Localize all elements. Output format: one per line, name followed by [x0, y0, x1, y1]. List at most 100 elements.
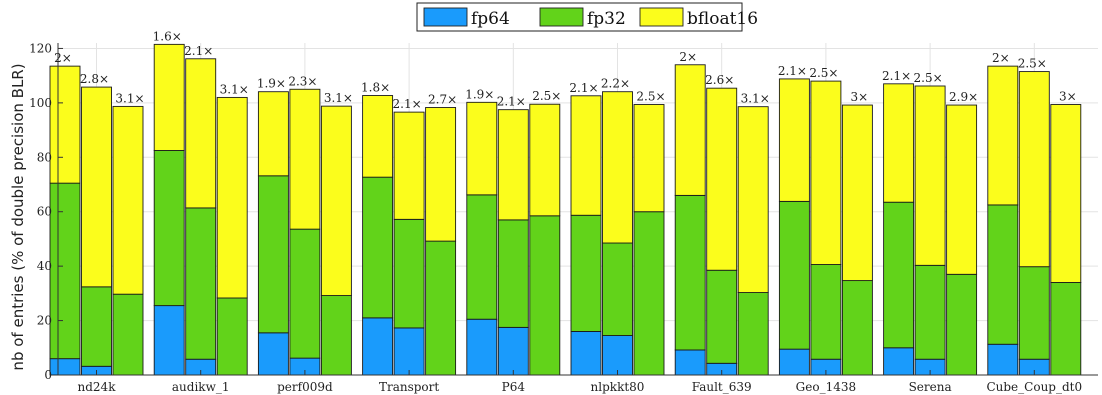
bar-segment-bfloat16	[602, 91, 633, 244]
bar-segment-bfloat16	[49, 65, 81, 184]
bar-segment-bfloat16	[1018, 71, 1050, 268]
legend-label-fp64: fp64	[471, 9, 510, 29]
bar-segment-fp32	[946, 273, 978, 376]
bar-segment-bfloat16	[706, 87, 738, 271]
legend-swatch-fp32	[539, 7, 584, 27]
bar-annotation: 2.5×	[914, 71, 943, 85]
bar-annotation: 2×	[679, 50, 697, 64]
bar-segment-fp32	[674, 194, 706, 351]
category-label: Cube_Coup_dt0	[986, 380, 1082, 394]
bar-annotation: 2.7×	[428, 92, 457, 106]
y-tick-label: 80	[37, 150, 52, 164]
bar-segment-fp64	[778, 348, 810, 376]
legend-swatch-bfloat16	[639, 7, 684, 27]
bar-segment-fp32	[153, 150, 185, 307]
bar-annotations: 2×2.8×3.1×1.6×2.1×3.1× 1.9× 2.3×3.1×1.8×2.…	[54, 29, 1077, 111]
bar-annotation: 2.1×	[184, 44, 213, 58]
y-tick-labels: 0 20 40 60 80 100 120	[29, 41, 52, 382]
category-label: perf009d	[277, 380, 333, 394]
y-tick-label: 40	[37, 259, 52, 273]
bar-segment-fp32	[362, 176, 394, 319]
bars	[49, 43, 1082, 376]
bar-segment-fp32	[737, 292, 769, 376]
bar-segment-fp64	[674, 349, 706, 376]
bar-annotation: 2.5×	[809, 66, 838, 80]
bar-segment-bfloat16	[466, 101, 498, 196]
bar-segment-fp32	[602, 242, 633, 336]
bar-segment-fp32	[883, 201, 915, 349]
bar-segment-fp32	[393, 218, 425, 329]
bar-segment-bfloat16	[914, 85, 946, 266]
bar-segment-fp32	[841, 280, 873, 376]
bar-segment-bfloat16	[946, 104, 978, 275]
bar-segment-bfloat16	[841, 104, 873, 282]
bar-segment-fp64	[883, 347, 915, 376]
bar-annotation: 1.6×	[153, 29, 182, 43]
bar-segment-fp64	[49, 358, 81, 376]
bar-segment-fp32	[289, 228, 321, 359]
category-label: Fault_639	[692, 380, 752, 394]
bar-segment-bfloat16	[497, 109, 529, 221]
bar-annotation: 2.5×	[532, 89, 561, 103]
category-label: P64	[502, 380, 526, 394]
bar-annotation: 2.3×	[288, 74, 317, 88]
bar-segment-bfloat16	[883, 83, 915, 203]
bar-segment-bfloat16	[81, 86, 112, 288]
bar-segment-fp32	[185, 207, 217, 360]
bar-annotation: 1.8×	[361, 81, 390, 95]
bar-annotation: 2.1×	[778, 64, 807, 78]
bar-segment-fp32	[425, 240, 457, 376]
bar-annotation: 2×	[54, 51, 72, 65]
category-label: audikw_1	[172, 380, 230, 394]
bar-segment-bfloat16	[810, 80, 842, 265]
category-labels: nd24k audikw_1 perf009d Transport P64 nlpkkt8…	[78, 380, 1083, 394]
bar-annotation: 2.9×	[949, 90, 978, 104]
bar-segment-fp32	[1018, 266, 1050, 360]
bar-annotation: 2.8×	[80, 72, 109, 86]
axes	[57, 43, 1098, 376]
bar-segment-fp64	[257, 332, 289, 376]
bar-segment-bfloat16	[778, 78, 810, 202]
bar-segment-bfloat16	[216, 96, 248, 299]
bar-segment-fp32	[706, 269, 738, 364]
bar-segment-bfloat16	[570, 95, 602, 216]
bar-annotation: 2.1×	[497, 95, 526, 109]
bar-annotation: 3×	[851, 90, 869, 104]
bar-segment-bfloat16	[153, 43, 185, 151]
legend-label-bfloat16: bfloat16	[687, 9, 758, 29]
bar-segment-fp32	[1050, 282, 1082, 376]
legend: fp64 fp32 bfloat16	[416, 2, 758, 32]
bar-segment-fp64	[570, 331, 602, 376]
bar-annotation: 1.9×	[257, 77, 286, 91]
bar-segment-fp64	[497, 326, 529, 376]
y-tick-label: 100	[29, 96, 52, 110]
y-tick-label: 0	[44, 368, 52, 382]
y-tick-label: 20	[37, 314, 52, 328]
bar-segment-bfloat16	[185, 58, 217, 209]
bar-segment-fp64	[153, 305, 185, 376]
bar-segment-bfloat16	[529, 103, 561, 217]
bar-segment-fp32	[987, 204, 1019, 345]
category-label: nlpkkt80	[591, 380, 645, 394]
bar-segment-bfloat16	[320, 105, 352, 296]
bar-segment-bfloat16	[633, 104, 665, 213]
bar-annotation: 2.5×	[1018, 57, 1047, 71]
category-label: nd24k	[78, 380, 117, 394]
bar-segment-bfloat16	[425, 107, 457, 242]
bar-segment-fp32	[49, 182, 81, 360]
bar-segment-fp64	[466, 318, 498, 376]
bar-segment-fp32	[633, 211, 665, 376]
bar-annotation: 3×	[1059, 90, 1077, 104]
bar-segment-bfloat16	[674, 64, 706, 196]
bar-segment-fp32	[466, 194, 498, 320]
bar-segment-bfloat16	[362, 95, 394, 178]
bar-annotation: 2.1×	[882, 69, 911, 83]
bar-segment-fp32	[81, 286, 112, 367]
category-label: Transport	[379, 380, 439, 394]
bar-annotation: 2.6×	[705, 73, 734, 87]
bar-annotation: 2×	[992, 51, 1010, 65]
bar-annotation: 3.1×	[324, 91, 353, 105]
bar-annotation: 3.1×	[741, 92, 770, 106]
bar-segment-fp32	[497, 219, 529, 328]
